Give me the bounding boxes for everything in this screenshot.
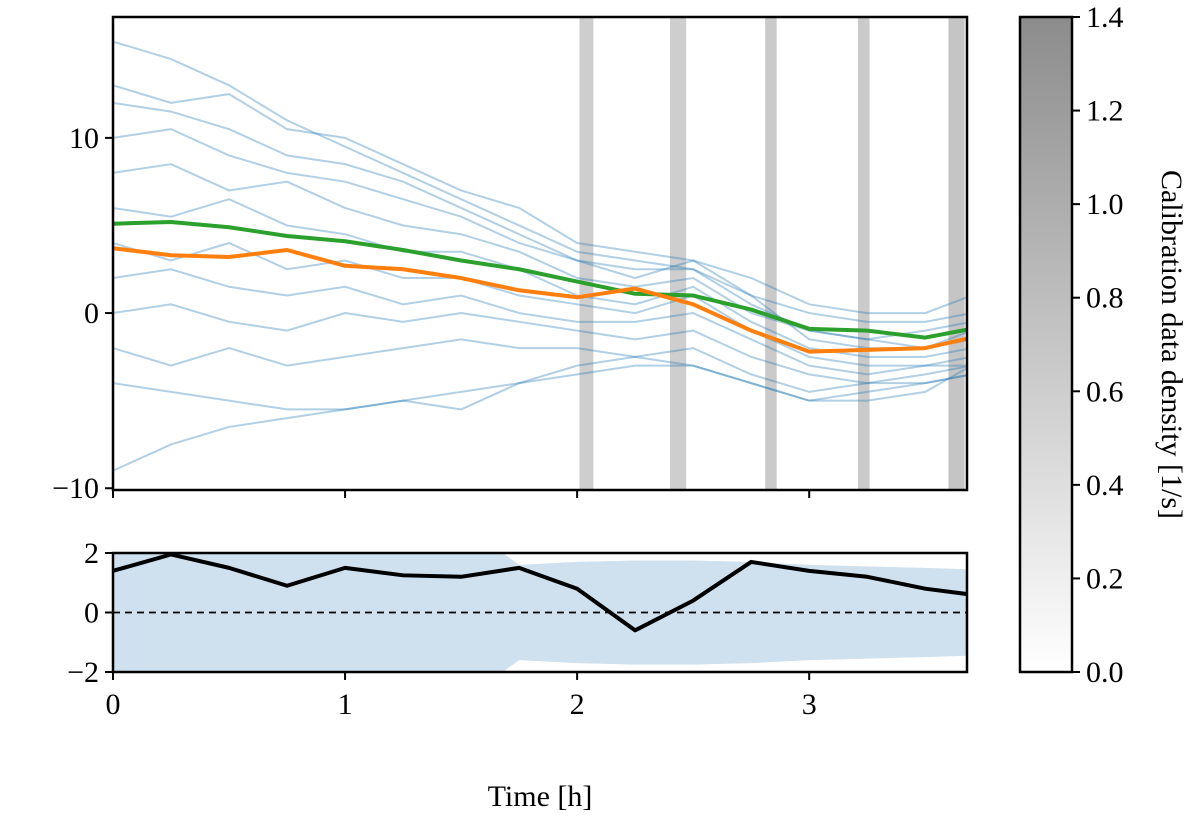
y-tick-label: 0 [84,297,99,330]
series-line [113,219,967,340]
y-tick-label: 10 [69,122,99,155]
colorbar-tick-label: 0.8 [1086,282,1124,315]
sample-line [113,241,967,367]
calibration-band [669,17,687,490]
y-tick-label: 2 [84,537,99,570]
colorbar-tick-label: 0.0 [1086,656,1124,689]
sample-line [113,268,967,376]
series-line [113,246,967,354]
sample-line [113,101,967,341]
x-tick-label: 3 [802,688,817,721]
x-tick-label: 1 [338,688,353,721]
sample-line [113,303,967,385]
x-tick-label: 2 [570,688,585,721]
colorbar-tick-label: 1.2 [1086,95,1124,128]
y-tick-label: −10 [52,472,99,505]
colorbar-tick-label: 1.0 [1086,188,1124,221]
sample-line [113,128,967,350]
sample-line [113,163,967,350]
sample-line [113,364,967,411]
sample-line [113,40,967,323]
plot-area [113,553,967,672]
colorbar-tick-label: 0.2 [1086,562,1124,595]
colorbar-label: Calibration data density [1/s] [1155,170,1188,519]
series-line [113,553,967,633]
colorbar-tick-label: 0.4 [1086,469,1124,502]
colorbar-tick-label: 0.6 [1086,375,1124,408]
x-axis-label: Time [h] [488,780,593,813]
uncertainty-band [113,553,967,672]
calibration-band [579,17,594,490]
sample-line [113,355,967,472]
axes-frame [111,15,969,492]
plot-area [113,17,967,490]
calibration-band [948,17,965,490]
calibration-band [857,17,870,490]
sample-line [113,84,967,315]
x-tick-label: 0 [106,688,121,721]
calibration-band [765,17,777,490]
y-tick-label: 0 [84,597,99,630]
colorbar [1018,15,1074,674]
sample-line [113,338,967,393]
colorbar-tick-label: 1.4 [1086,1,1124,34]
y-tick-label: −2 [67,656,99,689]
